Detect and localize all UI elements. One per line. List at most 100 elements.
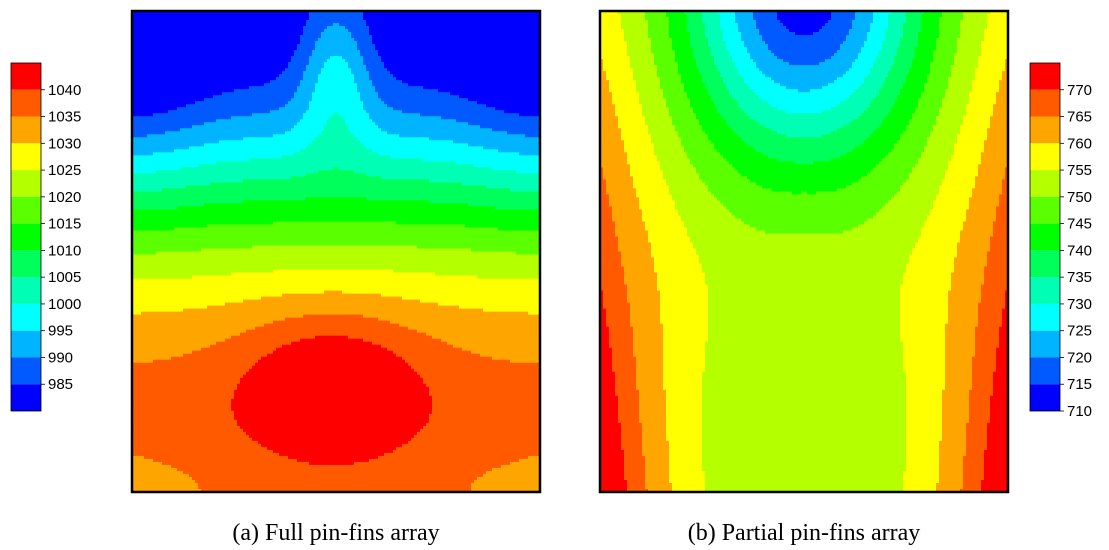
heatmap-a-cell [369,116,442,120]
heatmap-b-cell [696,170,739,174]
heatmap-a-cell [141,311,529,316]
heatmap-b-cell [600,158,628,162]
heatmap-b-cell [960,26,988,30]
heatmap-a-cell [234,89,298,93]
heatmap-a-cell [390,320,540,325]
heatmap-b-cell [915,56,934,60]
heatmap-b-cell [756,119,853,123]
heatmap-b-cell [963,470,985,475]
heatmap-a-cell [408,362,540,367]
heatmap-b-cell [645,476,670,481]
heatmap-b-cell [636,380,664,385]
heatmap-b-cell [852,227,922,232]
heatmap-b-cell [672,47,694,51]
heatmap-b-cell [660,167,697,171]
heatmap-b-cell [702,374,907,379]
heatmap-b-cell [900,323,946,328]
heatmap-b-cell [690,98,712,102]
heatmap-b-cell [909,254,958,259]
heatmap-b-cell [600,194,610,198]
heatmap-b-cell [963,482,982,487]
heatmap-b-cell [966,428,988,433]
heatmap-b-cell [816,191,898,195]
heatmap-b-cell [945,347,976,352]
heatmap-b-cell [690,239,919,244]
heatmap-b-cell [996,356,1008,361]
heatmap-b-cell [930,134,958,138]
heatmap-b-cell [600,329,610,334]
heatmap-a-cell [132,125,193,129]
heatmap-b-cell [864,41,883,45]
heatmap-a-cell [132,365,253,370]
heatmap-a-cell [447,341,540,346]
heatmap-b-cell [687,155,724,159]
heatmap-b-cell [708,134,739,138]
heatmap-b-cell [693,56,715,60]
heatmap-b-cell [600,83,610,87]
heatmap-b-cell [906,395,943,400]
heatmap-b-cell [645,119,673,123]
heatmap-b-cell [939,473,964,478]
heatmap-a-cell [354,74,370,78]
heatmap-b-cell [993,371,1008,376]
heatmap-a-cell [339,23,367,27]
heatmap-b-cell [720,23,739,27]
colorbar-b-swatch [1030,143,1060,171]
heatmap-b-cell [645,17,670,21]
heatmap-b-cell [600,188,607,192]
heatmap-a-cell [471,248,540,253]
heatmap-a-cell [381,56,540,60]
heatmap-b-cell [672,197,718,201]
heatmap-a-cell [132,353,184,358]
heatmap-b-cell [612,215,643,220]
heatmap-b-cell [624,461,646,466]
heatmap-a-cell [393,269,540,274]
heatmap-b-cell [822,110,865,114]
heatmap-b-cell [702,380,907,385]
heatmap-b-cell [891,11,907,15]
heatmap-a-cell [333,167,340,171]
heatmap-b-cell [837,104,871,108]
heatmap-b-cell [906,20,922,24]
heatmap-b-cell [765,41,844,45]
heatmap-b-cell [996,368,1008,373]
heatmap-b-cell [672,116,697,120]
heatmap-b-cell [663,374,703,379]
heatmap-a-cell [363,338,442,343]
heatmap-b-cell [987,428,1008,433]
heatmap-b-cell [699,68,718,72]
heatmap-b-cell [600,440,622,445]
heatmap-b-cell [675,50,694,54]
heatmap-b-cell [648,131,679,135]
heatmap-b-cell [726,41,745,45]
heatmap-b-cell [702,401,907,406]
heatmap-b-cell [774,80,835,84]
heatmap-b-cell [606,311,631,316]
heatmap-a-cell [189,473,484,478]
heatmap-b-cell [984,461,1008,466]
heatmap-b-cell [600,452,625,457]
heatmap-b-cell [768,101,841,105]
heatmap-b-cell [756,20,781,24]
heatmap-b-cell [753,17,778,21]
heatmap-a-cell [330,56,343,60]
heatmap-b-cell [741,74,766,78]
heatmap-b-cell [846,152,889,156]
heatmap-a-cell [132,308,184,313]
heatmap-b-cell [867,32,886,36]
heatmap-b-cell [660,83,685,87]
heatmap-a-cell [132,194,540,198]
heatmap-b-cell [936,482,964,487]
heatmap-b-cell [966,218,997,223]
heatmap-a-cell [294,125,325,129]
heatmap-b-cell [966,449,985,454]
heatmap-b-cell [966,422,988,427]
heatmap-b-cell [984,275,1008,280]
heatmap-a-cell [234,413,430,418]
heatmap-b-cell [636,368,664,373]
heatmap-a-cell [369,71,391,75]
heatmap-b-cell [666,422,703,427]
heatmap-b-cell [993,221,1008,226]
heatmap-b-cell [942,407,970,412]
colorbar-a-swatch [11,250,41,278]
